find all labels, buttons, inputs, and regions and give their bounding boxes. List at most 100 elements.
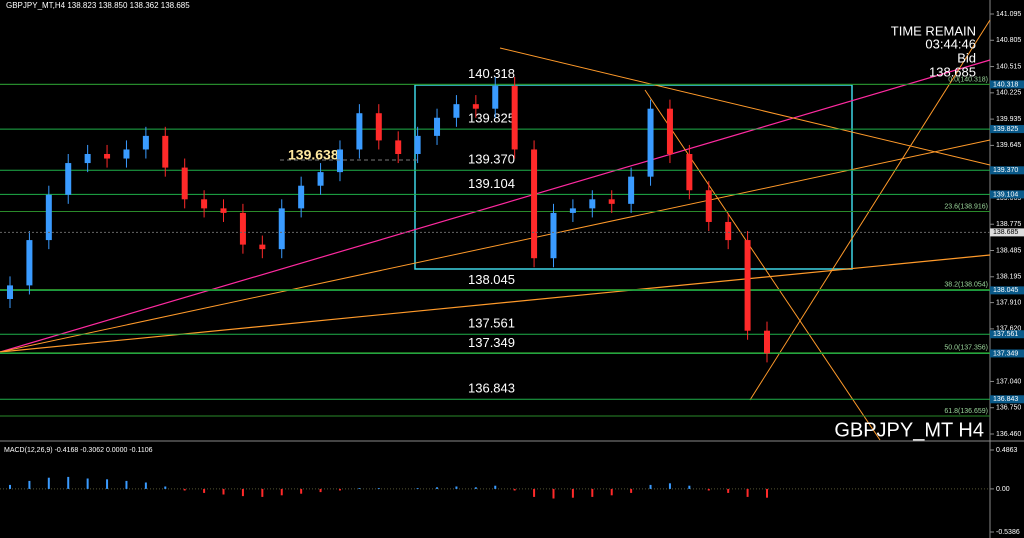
candle-body — [220, 208, 227, 213]
candle-body — [492, 86, 499, 109]
level-tag-label: 137.561 — [993, 331, 1018, 338]
candle-body — [666, 108, 673, 154]
level-tag-label: 139.825 — [993, 126, 1018, 133]
y-tick-label: 138.195 — [996, 274, 1021, 281]
macd-tick-label: 0.4863 — [996, 447, 1018, 454]
time-remain-title: TIME REMAIN — [891, 23, 976, 38]
level-tag — [990, 349, 1024, 358]
y-tick-label: 136.460 — [996, 431, 1021, 438]
candle-body — [453, 104, 460, 118]
level-tag-label: 137.349 — [993, 350, 1018, 357]
candle-body — [628, 176, 635, 204]
candle-body — [7, 285, 13, 299]
candle-body — [45, 194, 52, 241]
candle-body — [356, 113, 363, 150]
candle-body — [278, 208, 285, 250]
fib-label: 0.0(140.318) — [948, 76, 988, 83]
candle-body — [26, 240, 33, 286]
candle-body — [705, 190, 712, 222]
candle-body — [162, 135, 169, 168]
candle-body — [84, 154, 91, 164]
candle-body — [65, 163, 72, 195]
trend-line — [499, 47, 991, 166]
level-label: 136.843 — [468, 381, 515, 396]
fib-label: 23.6(138.916) — [944, 203, 988, 210]
fib-label: 38.2(138.054) — [944, 281, 988, 288]
y-tick-label: 137.620 — [996, 326, 1021, 333]
candle-body — [259, 244, 266, 250]
candle-body — [764, 330, 770, 354]
level-tag — [990, 125, 1024, 134]
candle-body — [298, 185, 305, 209]
y-tick-label: 140.225 — [996, 90, 1021, 97]
candle-body — [395, 140, 402, 154]
trend-line — [644, 89, 881, 441]
level-tag-label: 138.045 — [993, 287, 1018, 294]
trend-line — [0, 139, 991, 353]
y-tick-label: 138.775 — [996, 221, 1021, 228]
trend-line — [749, 19, 991, 401]
candle-body — [472, 104, 479, 109]
level-tag — [990, 190, 1024, 199]
candle-body — [686, 154, 693, 191]
level-label: 138.045 — [468, 272, 515, 287]
candle-body — [123, 149, 130, 159]
macd-tick-label: -0.5386 — [996, 529, 1020, 536]
trend-line — [0, 254, 991, 353]
bid-label: Bid — [957, 50, 976, 65]
bid: 138.685 — [929, 64, 976, 79]
y-tick-label: 138.485 — [996, 247, 1021, 254]
level-label: 139.825 — [468, 111, 515, 126]
candle-body — [550, 212, 557, 259]
macd-label: MACD(12,26,9) -0.4168 -0.3062 0.0000 -0.… — [4, 447, 153, 454]
level-label: 140.318 — [468, 66, 515, 81]
candle-body — [336, 149, 343, 173]
candle-body — [725, 221, 732, 241]
candle-body — [744, 240, 751, 331]
candle-body — [201, 199, 208, 209]
range-box — [414, 84, 853, 270]
trend-line — [0, 59, 991, 353]
y-tick-label: 139.645 — [996, 142, 1021, 149]
candle-body — [434, 117, 441, 136]
candle-body — [511, 86, 518, 150]
candle-body — [104, 154, 111, 159]
candle-body — [569, 208, 576, 213]
level-tag — [990, 395, 1024, 404]
bid-tag-label: 138.685 — [993, 229, 1018, 236]
level-tag-label: 136.843 — [993, 396, 1018, 403]
level-tag — [990, 80, 1024, 89]
candle-body — [647, 108, 654, 177]
candle-body — [142, 135, 149, 150]
level-label: 137.349 — [468, 335, 515, 350]
level-tag-label: 139.104 — [993, 191, 1018, 198]
level-tag — [990, 330, 1024, 339]
candle-body — [239, 212, 246, 245]
candle-body — [531, 149, 538, 259]
y-tick-label: 140.805 — [996, 37, 1021, 44]
level-tag — [990, 166, 1024, 175]
y-tick-label: 137.040 — [996, 378, 1021, 385]
candle-body — [414, 135, 421, 154]
candle-body — [181, 167, 188, 200]
candle-body — [317, 172, 324, 186]
level-label: 139.370 — [468, 152, 515, 167]
highlight-price: 139.638 — [288, 147, 339, 163]
level-label: 137.561 — [468, 316, 515, 331]
y-tick-label: 140.515 — [996, 63, 1021, 70]
level-label: 139.104 — [468, 176, 515, 191]
level-tag-label: 140.318 — [993, 81, 1018, 88]
header: GBPJPY_MT,H4 138.823 138.850 138.362 138… — [6, 1, 190, 10]
fib-label: 61.8(136.659) — [944, 408, 988, 415]
y-tick-label: 137.910 — [996, 299, 1021, 306]
macd-tick-label: 0.00 — [996, 486, 1010, 493]
y-tick-label: 141.095 — [996, 11, 1021, 18]
candle-body — [375, 113, 382, 141]
symbol-label: GBPJPY_MT H4 — [834, 419, 984, 441]
time-remain: 03:44:46 — [925, 36, 976, 51]
candle-body — [589, 199, 596, 209]
candle-body — [608, 199, 615, 204]
level-tag-label: 139.370 — [993, 167, 1018, 174]
